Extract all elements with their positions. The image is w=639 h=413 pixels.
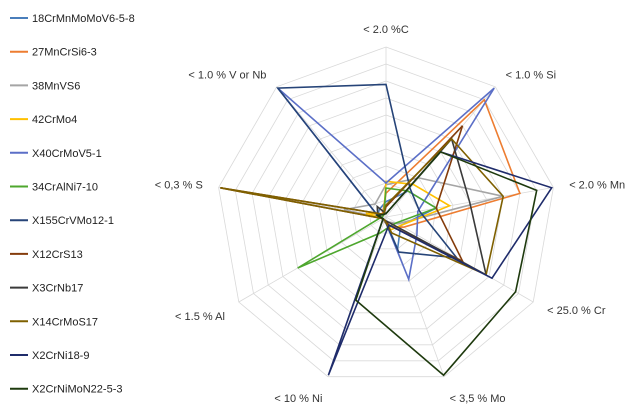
legend: 18CrMnMoMoV6-5-8 27MnCrSi6-3 38MnVS6 42CrMo… (10, 13, 135, 396)
axis-label: < 1.0 % Si (506, 70, 556, 82)
radar-grid (218, 46, 554, 378)
legend-item: 42CrMo4 (32, 114, 77, 126)
grid-ring (285, 114, 487, 314)
series-line (377, 98, 521, 229)
legend-item: 34CrAlNi7-10 (32, 182, 98, 194)
legend-item: 27MnCrSi6-3 (32, 47, 97, 59)
grid-ring (234, 63, 538, 362)
legend-item: X14CrMoS17 (32, 316, 98, 328)
axis-label: < 1.5 % Al (175, 311, 225, 323)
axis-label: < 2.0 %C (363, 24, 409, 36)
legend-item: X155CrVMo12-1 (32, 215, 114, 227)
axis-label: < 25.0 % Cr (547, 305, 606, 317)
series-line (354, 150, 538, 377)
radar-series (220, 83, 553, 377)
legend-item: X40CrMoV5-1 (32, 148, 102, 160)
legend-item: 38MnVS6 (32, 80, 80, 92)
series-line (376, 137, 488, 277)
legend-item: X3CrNb17 (32, 283, 83, 295)
axis-label: < 3,5 % Mo (450, 393, 506, 405)
series-line (297, 187, 439, 269)
grid-ring (318, 148, 454, 282)
axis-label: < 2.0 % Mn (569, 180, 625, 192)
grid-ring (301, 131, 471, 298)
grid-ring (268, 97, 504, 330)
legend-item: X12CrS13 (32, 249, 83, 261)
series-line (276, 83, 459, 259)
legend-item: X2CrNi18-9 (32, 350, 89, 362)
axis-label: < 10 % Ni (274, 393, 322, 405)
axis-label: < 0,3 % S (155, 180, 203, 192)
series-line (327, 150, 553, 376)
axis-label: < 1.0 % V or Nb (188, 70, 266, 82)
axis-labels: < 2.0 %C < 1.0 % Si < 2.0 % Mn < 25.0 % Cr <… (155, 24, 625, 405)
grid-ring (218, 46, 554, 378)
grid-ring (251, 80, 521, 346)
grid-ring (352, 182, 420, 250)
legend-item: X2CrNiMoN22-5-3 (32, 384, 122, 396)
legend-item: 18CrMnMoMoV6-5-8 (32, 13, 135, 25)
grid-spoke (276, 86, 387, 218)
